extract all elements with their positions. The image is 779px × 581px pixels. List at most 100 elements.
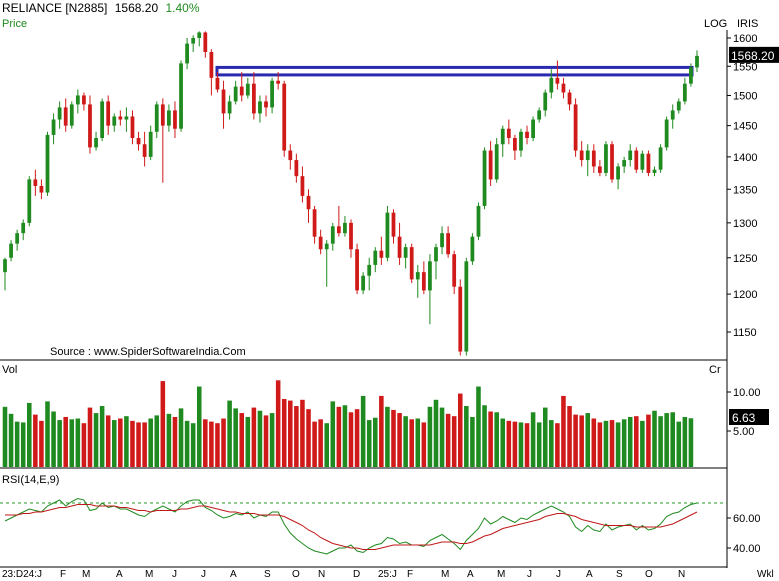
volume-bar[interactable]: [670, 412, 675, 467]
candle[interactable]: [343, 216, 347, 237]
candle[interactable]: [622, 156, 627, 173]
volume-bar[interactable]: [281, 399, 287, 467]
candle[interactable]: [33, 169, 38, 196]
volume-bar[interactable]: [39, 420, 44, 467]
candle[interactable]: [421, 261, 426, 295]
volume-bar[interactable]: [664, 413, 669, 467]
iris-label[interactable]: IRIS: [737, 18, 758, 30]
volume-bar[interactable]: [567, 406, 572, 467]
candle[interactable]: [591, 144, 596, 173]
candle[interactable]: [197, 31, 202, 47]
candle[interactable]: [567, 89, 572, 111]
candle[interactable]: [482, 147, 487, 210]
candle[interactable]: [330, 222, 335, 251]
candle[interactable]: [148, 125, 153, 161]
candle[interactable]: [573, 98, 578, 157]
candle[interactable]: [130, 110, 135, 145]
candle[interactable]: [397, 222, 402, 265]
candle[interactable]: [221, 80, 226, 129]
candle[interactable]: [336, 205, 341, 237]
volume-bar[interactable]: [397, 413, 402, 467]
volume-bar[interactable]: [93, 413, 99, 467]
candle[interactable]: [391, 209, 396, 244]
volume-bar[interactable]: [63, 416, 68, 467]
candle[interactable]: [634, 147, 639, 173]
volume-bar[interactable]: [573, 414, 578, 467]
candle[interactable]: [494, 138, 499, 183]
candle[interactable]: [525, 125, 529, 145]
volume-bar[interactable]: [300, 399, 305, 467]
candle[interactable]: [385, 205, 390, 262]
volume-bar[interactable]: [445, 413, 451, 467]
volume-bar[interactable]: [87, 407, 93, 467]
candle[interactable]: [664, 116, 669, 151]
volume-bar[interactable]: [555, 423, 560, 467]
volume-bar[interactable]: [464, 406, 469, 467]
volume-bar[interactable]: [524, 423, 530, 467]
candle[interactable]: [379, 236, 384, 265]
candle[interactable]: [652, 166, 657, 177]
volume-bar[interactable]: [257, 410, 263, 467]
candle[interactable]: [531, 116, 535, 142]
candle[interactable]: [513, 134, 517, 161]
volume-bar[interactable]: [591, 418, 597, 467]
volume-bar[interactable]: [512, 421, 518, 467]
volume-bar[interactable]: [366, 420, 372, 467]
volume-bar[interactable]: [221, 418, 226, 467]
candle[interactable]: [136, 131, 141, 151]
volume-bar[interactable]: [488, 411, 493, 468]
volume-bar[interactable]: [506, 420, 512, 467]
rsi-line[interactable]: [4, 497, 698, 555]
candle[interactable]: [640, 150, 645, 173]
candle[interactable]: [446, 226, 451, 258]
candle[interactable]: [160, 98, 165, 183]
volume-bar[interactable]: [239, 413, 245, 467]
volume-bar[interactable]: [14, 421, 20, 467]
candle[interactable]: [361, 272, 366, 295]
volume-bar[interactable]: [160, 381, 166, 467]
candle[interactable]: [191, 35, 196, 53]
volume-bar[interactable]: [603, 420, 609, 467]
candle[interactable]: [488, 141, 493, 186]
volume-bar[interactable]: [172, 416, 178, 467]
candle[interactable]: [51, 113, 56, 145]
volume-bar[interactable]: [409, 419, 414, 467]
volume-bar[interactable]: [130, 420, 135, 467]
volume-bar[interactable]: [99, 406, 105, 467]
volume-bar[interactable]: [233, 408, 238, 467]
volume-bar[interactable]: [75, 418, 81, 467]
candle[interactable]: [106, 95, 111, 135]
volume-bar[interactable]: [494, 412, 499, 467]
candle[interactable]: [318, 229, 323, 255]
candle[interactable]: [179, 60, 183, 132]
volume-bar[interactable]: [421, 422, 427, 467]
volume-bar[interactable]: [8, 413, 14, 467]
candle[interactable]: [227, 95, 232, 120]
volume-bar[interactable]: [330, 401, 336, 467]
candle[interactable]: [434, 243, 438, 280]
candle[interactable]: [306, 189, 311, 223]
candle[interactable]: [88, 95, 92, 154]
volume-bar[interactable]: [470, 416, 475, 467]
volume-bar[interactable]: [312, 421, 317, 467]
candle[interactable]: [63, 98, 68, 132]
volume-bar[interactable]: [597, 422, 603, 467]
candle[interactable]: [646, 150, 651, 177]
candle[interactable]: [245, 77, 250, 99]
volume-bar[interactable]: [33, 414, 38, 467]
candle[interactable]: [476, 202, 481, 241]
candle[interactable]: [604, 141, 608, 177]
rsi-lines[interactable]: [0, 497, 727, 555]
candle[interactable]: [585, 144, 590, 177]
candle[interactable]: [415, 264, 420, 298]
volume-bar[interactable]: [627, 416, 633, 467]
volume-bar[interactable]: [391, 409, 396, 467]
candle[interactable]: [258, 95, 262, 123]
volume-bar[interactable]: [136, 422, 141, 467]
candle[interactable]: [616, 163, 620, 190]
candle[interactable]: [519, 128, 523, 157]
candle[interactable]: [676, 98, 681, 114]
volume-bar[interactable]: [227, 400, 232, 467]
volume-bar[interactable]: [105, 415, 111, 467]
